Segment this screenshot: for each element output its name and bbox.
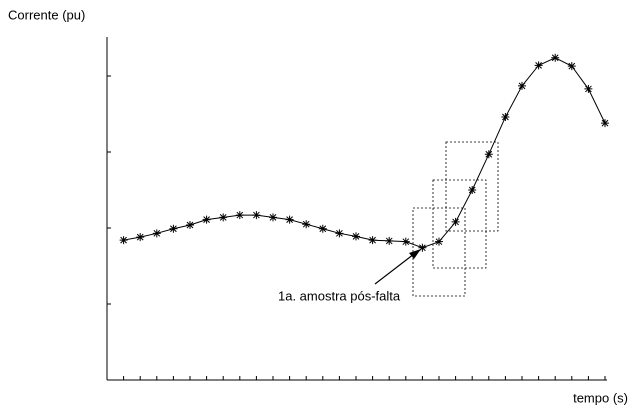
annotation-arrowhead [409, 249, 421, 259]
sample-marker [418, 243, 427, 252]
sample-marker [584, 84, 593, 93]
sample-marker [368, 236, 377, 245]
sample-marker [518, 81, 526, 90]
sample-marker [219, 213, 228, 222]
sample-marker [385, 236, 394, 245]
sample-marker [601, 119, 609, 128]
sample-marker [567, 62, 576, 71]
annotation: 1a. amostra pós-falta [278, 288, 401, 303]
sample-marker [335, 229, 344, 238]
sample-marker [202, 215, 211, 224]
sample-marker [501, 113, 510, 122]
sample-marker [468, 186, 477, 194]
sample-marker [401, 237, 410, 246]
sample-marker [285, 215, 294, 224]
sample-marker [136, 233, 145, 242]
y-axis-label: Corrente (pu) [8, 7, 85, 22]
annotation-arrow [374, 253, 415, 285]
sample-marker [269, 213, 277, 222]
x-axis-label: tempo (s) [573, 390, 628, 405]
sample-marker [186, 220, 194, 229]
sample-marker [534, 61, 543, 70]
sample-marker [484, 150, 493, 159]
sample-marker [451, 217, 460, 226]
sample-marker [119, 236, 128, 245]
series-line [123, 57, 606, 249]
window-box [432, 179, 487, 269]
sample-marker [235, 211, 244, 220]
sample-marker [252, 211, 261, 220]
sample-marker [318, 224, 327, 233]
sample-marker [551, 53, 560, 62]
sample-marker [302, 220, 311, 229]
sample-marker [435, 237, 443, 246]
window-box [412, 207, 466, 297]
sample-marker [152, 229, 161, 238]
window-box [445, 141, 499, 232]
sample-marker [352, 232, 360, 241]
sample-marker [169, 224, 178, 233]
